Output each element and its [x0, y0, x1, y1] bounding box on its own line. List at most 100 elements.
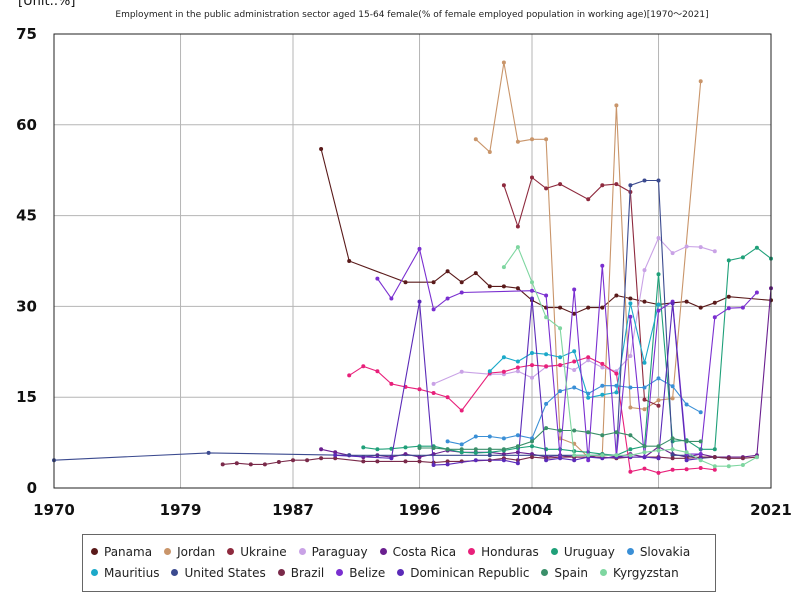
legend-item-costa-rica: Costa Rica: [379, 541, 456, 562]
data-point-kyrgyzstan: [572, 453, 577, 458]
data-point-dominican-republic: [445, 462, 450, 467]
data-point-spain: [670, 436, 675, 441]
data-point-mauritius: [515, 359, 520, 364]
legend-swatch: [91, 569, 98, 576]
data-point-slovakia: [459, 442, 464, 447]
x-tick-label: 2013: [638, 501, 680, 519]
legend-label: Mauritius: [104, 565, 160, 580]
data-point-brazil: [291, 458, 295, 463]
data-point-ukraine: [515, 224, 520, 229]
data-point-belize: [586, 458, 591, 463]
legend-swatch: [626, 548, 634, 555]
data-point-mauritius: [501, 355, 506, 360]
data-point-honduras: [572, 359, 577, 364]
series-honduras: [347, 355, 717, 475]
y-tick-label: 15: [16, 388, 37, 406]
data-point-belize: [600, 263, 605, 268]
legend-swatch: [468, 548, 476, 555]
data-point-honduras: [712, 467, 717, 472]
x-tick-label: 1996: [399, 501, 441, 519]
line-chart: [Unit:.%] Employment in the public admin…: [16, 0, 792, 519]
data-point-spain: [698, 439, 703, 444]
data-point-ukraine: [614, 182, 619, 187]
data-point-paraguay: [670, 251, 675, 256]
data-point-paraguay: [600, 365, 605, 370]
data-point-dominican-republic: [431, 463, 436, 467]
legend-swatch: [277, 569, 285, 576]
data-point-kyrgyzstan: [698, 458, 703, 463]
series-costa-rica: [319, 286, 773, 460]
data-point-panama: [586, 305, 591, 310]
data-point-uruguay: [656, 272, 661, 277]
data-point-costa-rica: [417, 455, 422, 460]
data-point-uruguay: [459, 450, 464, 455]
data-point-ukraine: [586, 197, 591, 202]
data-point-spain: [544, 426, 549, 431]
data-point-united-states: [642, 178, 647, 183]
legend-label: Ukraine: [240, 544, 287, 559]
data-point-united-states: [487, 453, 492, 458]
data-point-slovakia: [642, 385, 647, 390]
data-point-kyrgyzstan: [726, 464, 731, 469]
data-point-kyrgyzstan: [628, 453, 633, 458]
data-point-brazil: [220, 462, 225, 467]
legend-label: Jordan: [177, 544, 216, 559]
data-point-honduras: [544, 364, 549, 369]
data-point-uruguay: [530, 444, 534, 449]
data-point-dominican-republic: [684, 458, 689, 463]
data-point-kyrgyzstan: [670, 447, 675, 452]
data-point-mauritius: [530, 351, 534, 355]
legend-item-ukraine: Ukraine: [227, 541, 287, 562]
data-point-dominican-republic: [501, 458, 506, 463]
data-point-brazil: [403, 459, 408, 464]
legend-label: Panama: [104, 544, 153, 559]
data-point-spain: [515, 444, 520, 449]
data-point-panama: [319, 147, 324, 151]
data-point-panama: [515, 286, 520, 291]
data-point-jordan: [656, 398, 661, 403]
data-point-paraguay: [572, 368, 577, 372]
x-tick-label: 1970: [33, 501, 75, 519]
series-ukraine: [501, 175, 661, 408]
data-point-brazil: [333, 456, 338, 461]
data-point-dominican-republic: [572, 458, 577, 463]
data-point-honduras: [459, 408, 464, 413]
data-point-belize: [375, 276, 380, 281]
data-point-kyrgyzstan: [530, 280, 534, 285]
data-point-slovakia: [572, 385, 577, 390]
data-point-slovakia: [501, 436, 506, 441]
data-point-dominican-republic: [333, 453, 338, 458]
data-point-honduras: [600, 361, 605, 366]
data-point-mauritius: [544, 352, 549, 357]
data-point-spain: [656, 444, 661, 449]
data-point-brazil: [262, 462, 267, 467]
data-point-uruguay: [754, 245, 759, 250]
legend-label: Slovakia: [639, 544, 691, 559]
data-point-paraguay: [459, 369, 464, 374]
data-point-mauritius: [586, 395, 591, 400]
legend-swatch: [164, 548, 172, 555]
data-point-belize: [656, 308, 661, 313]
data-point-dominican-republic: [600, 456, 605, 461]
data-point-panama: [403, 280, 408, 285]
legend-label: Kyrgyzstan: [612, 565, 679, 580]
legend-swatch: [379, 548, 387, 555]
data-point-spain: [614, 430, 619, 435]
data-point-brazil: [417, 459, 422, 464]
data-point-mauritius: [558, 355, 563, 360]
data-point-costa-rica: [319, 447, 324, 452]
data-point-spain: [487, 447, 492, 452]
data-point-belize: [698, 452, 703, 457]
legend-item-dominican-republic: Dominican Republic: [397, 562, 529, 583]
legend-item-united-states: United States: [171, 562, 266, 583]
legend-label: United States: [184, 565, 266, 580]
data-point-honduras: [698, 466, 703, 470]
data-point-paraguay: [431, 381, 436, 386]
series-line-panama: [320, 148, 772, 315]
data-point-paraguay: [698, 245, 703, 250]
data-point-honduras: [684, 467, 689, 472]
data-point-dominican-republic: [473, 458, 478, 463]
data-point-ukraine: [656, 403, 661, 408]
data-point-brazil: [305, 458, 310, 463]
data-point-kyrgyzstan: [558, 326, 563, 331]
